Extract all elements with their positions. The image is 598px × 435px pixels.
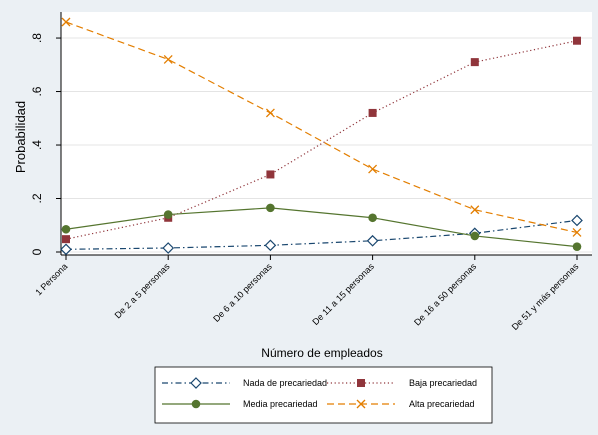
legend-label: Baja precariedad	[409, 378, 477, 388]
y-axis-title: Probabilidad	[13, 101, 28, 173]
legend-box	[154, 366, 493, 424]
y-tick-label: .4	[30, 140, 44, 150]
y-tick-label: .6	[30, 86, 44, 96]
data-point	[62, 235, 70, 244]
data-point	[470, 58, 479, 67]
series-layer	[60, 17, 583, 256]
data-point-stroke	[368, 164, 378, 174]
series-line	[65, 207, 578, 248]
data-point	[356, 399, 366, 409]
data-point-stroke	[470, 205, 480, 215]
data-point	[368, 108, 377, 117]
data-point	[470, 205, 480, 215]
y-tick-label: 0	[30, 248, 44, 255]
data-point	[190, 377, 202, 389]
data-point	[571, 214, 583, 227]
data-point	[572, 228, 582, 237]
data-point	[266, 170, 275, 179]
data-point	[572, 242, 582, 251]
y-tick-labels: 0 .2 .4 .6 .8	[30, 33, 44, 256]
data-point	[163, 210, 173, 219]
data-point	[162, 242, 175, 254]
data-point	[366, 234, 379, 247]
data-point	[470, 231, 480, 241]
data-point	[60, 243, 72, 256]
axes	[56, 12, 592, 260]
data-point	[266, 203, 275, 213]
data-point	[163, 54, 173, 64]
data-point	[61, 17, 71, 27]
gridlines	[61, 37, 592, 253]
legend-label: Nada de precariedad	[243, 378, 327, 388]
data-point	[191, 399, 201, 409]
data-point	[61, 224, 71, 234]
y-tick-label: .8	[30, 33, 44, 43]
data-point-stroke	[356, 399, 366, 409]
data-point-stroke	[265, 108, 275, 118]
legend: Nada de precariedad Baja precariedad Media…	[162, 377, 477, 409]
x-axis-title: Número de empleados	[261, 346, 382, 360]
data-point-stroke	[572, 228, 582, 237]
data-point	[368, 164, 378, 174]
data-point-stroke	[163, 54, 173, 64]
data-point-stroke	[61, 17, 71, 27]
data-point	[368, 213, 377, 223]
data-point	[357, 379, 365, 387]
legend-label: Alta precariedad	[409, 399, 475, 409]
legend-label: Media precariedad	[243, 399, 318, 409]
series-line	[65, 219, 578, 250]
series-line	[65, 21, 578, 234]
y-tick-label: .2	[30, 193, 44, 203]
data-point	[264, 239, 277, 252]
data-point	[573, 36, 581, 45]
data-point	[265, 108, 275, 118]
